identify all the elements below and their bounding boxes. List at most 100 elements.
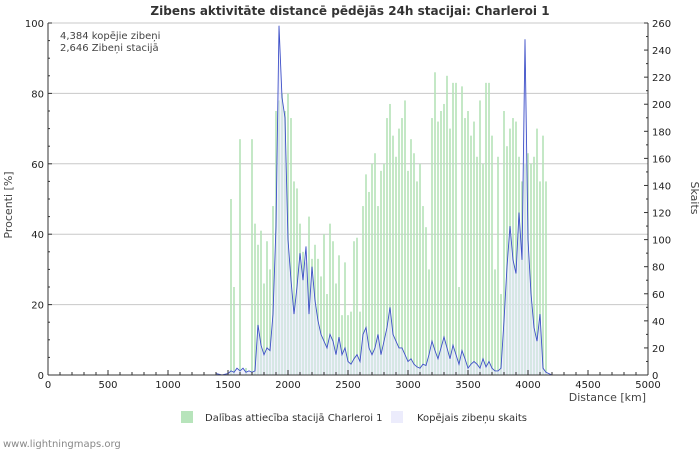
bar: [359, 311, 361, 375]
x-tick-label: 500: [98, 380, 117, 391]
x-tick-label: 3000: [395, 380, 420, 391]
tick-labels: 0 500 1000 1500 2000 2500 3000 3500 4000 4500 5000…: [25, 19, 671, 391]
y-left-tick-label: 40: [31, 230, 44, 241]
bar: [488, 82, 490, 375]
bar: [392, 135, 394, 375]
bar: [512, 118, 514, 375]
line-series: [215, 25, 648, 376]
bar: [443, 103, 445, 376]
y-right-tick-label: 180: [652, 127, 671, 138]
bar: [368, 191, 370, 375]
bar: [230, 199, 232, 375]
bar: [482, 163, 484, 375]
bar: [458, 287, 460, 375]
bar: [536, 128, 538, 375]
line-path: [215, 25, 648, 376]
bar: [464, 118, 466, 375]
y-left-tick-label: 100: [25, 19, 44, 30]
legend-swatch-station-ratio: [181, 411, 193, 423]
bar: [422, 206, 424, 375]
bar: [257, 244, 259, 375]
bar: [263, 283, 265, 375]
y-right-tick-label: 260: [652, 19, 671, 30]
bar: [497, 156, 499, 375]
bar: [233, 287, 235, 375]
y-left-tick-label: 60: [31, 160, 44, 171]
bar: [365, 174, 367, 375]
bar: [425, 227, 427, 375]
bar: [467, 111, 469, 375]
x-tick-label: 0: [45, 380, 51, 391]
bar: [407, 170, 409, 375]
bar: [377, 206, 379, 375]
annotation-total-strikes: 4,384 kopējie zibeņi: [60, 31, 160, 42]
bar: [416, 181, 418, 375]
x-tick-label: 5000: [635, 380, 660, 391]
bar: [455, 82, 457, 375]
bar: [341, 315, 343, 375]
x-tick-label: 2500: [335, 380, 360, 391]
y-right-tick-label: 100: [652, 236, 671, 247]
legend-label-total-count: Kopējais zibeņu skaits: [417, 413, 527, 424]
chart-title: Zibens aktivitāte distancē pēdējās 24h s…: [150, 4, 549, 18]
bar: [503, 111, 505, 375]
bar: [260, 230, 262, 375]
y-left-tick-label: 20: [31, 301, 44, 312]
bar: [350, 311, 352, 375]
x-tick-label: 2000: [275, 380, 300, 391]
y-right-tick-label: 0: [652, 371, 658, 382]
bar: [326, 294, 328, 375]
bar: [491, 135, 493, 375]
bar: [245, 367, 247, 375]
bar: [251, 139, 253, 375]
y-right-tick-label: 200: [652, 100, 671, 111]
y-right-tick-label: 240: [652, 46, 671, 57]
bar: [371, 163, 373, 375]
bar: [533, 156, 535, 375]
x-tick-label: 3500: [455, 380, 480, 391]
bar: [383, 163, 385, 375]
y-right-tick-label: 160: [652, 154, 671, 165]
y-right-tick-label: 80: [652, 263, 665, 274]
bar: [356, 237, 358, 375]
y-right-tick-label: 120: [652, 209, 671, 220]
bar: [419, 163, 421, 375]
bar: [344, 262, 346, 375]
y-left-tick-label: 80: [31, 89, 44, 100]
bar: [293, 181, 295, 375]
bar: [437, 121, 439, 375]
y-right-tick-label: 40: [652, 317, 665, 328]
y-right-tick-label: 220: [652, 73, 671, 84]
bar: [470, 135, 472, 375]
bar: [272, 206, 274, 375]
bar: [413, 153, 415, 375]
x-tick-label: 1500: [215, 380, 240, 391]
bar: [476, 156, 478, 375]
y-axis-right-label: Skaits: [688, 182, 700, 215]
bar: [446, 75, 448, 376]
bar: [530, 163, 532, 375]
bar: [239, 139, 241, 375]
bar: [347, 315, 349, 375]
bar: [266, 241, 268, 375]
bar: [254, 223, 256, 375]
x-axis-label: Distance [km]: [569, 391, 646, 404]
y-right-tick-label: 140: [652, 181, 671, 192]
line-area: [216, 25, 648, 375]
bar: [494, 269, 496, 375]
bar: [353, 241, 355, 375]
bar: [290, 118, 292, 375]
bar: [542, 135, 544, 375]
bar: [362, 206, 364, 375]
bar: [323, 234, 325, 375]
bar: [380, 170, 382, 375]
bar: [389, 103, 391, 376]
y-right-tick-label: 60: [652, 290, 665, 301]
annotation-station-strikes: 2,646 Zibeņi stacijā: [60, 43, 159, 54]
bar: [335, 283, 337, 375]
y-left-tick-label: 0: [38, 371, 44, 382]
y-right-tick-label: 20: [652, 344, 665, 355]
x-tick-label: 4500: [575, 380, 600, 391]
bar: [452, 82, 454, 375]
